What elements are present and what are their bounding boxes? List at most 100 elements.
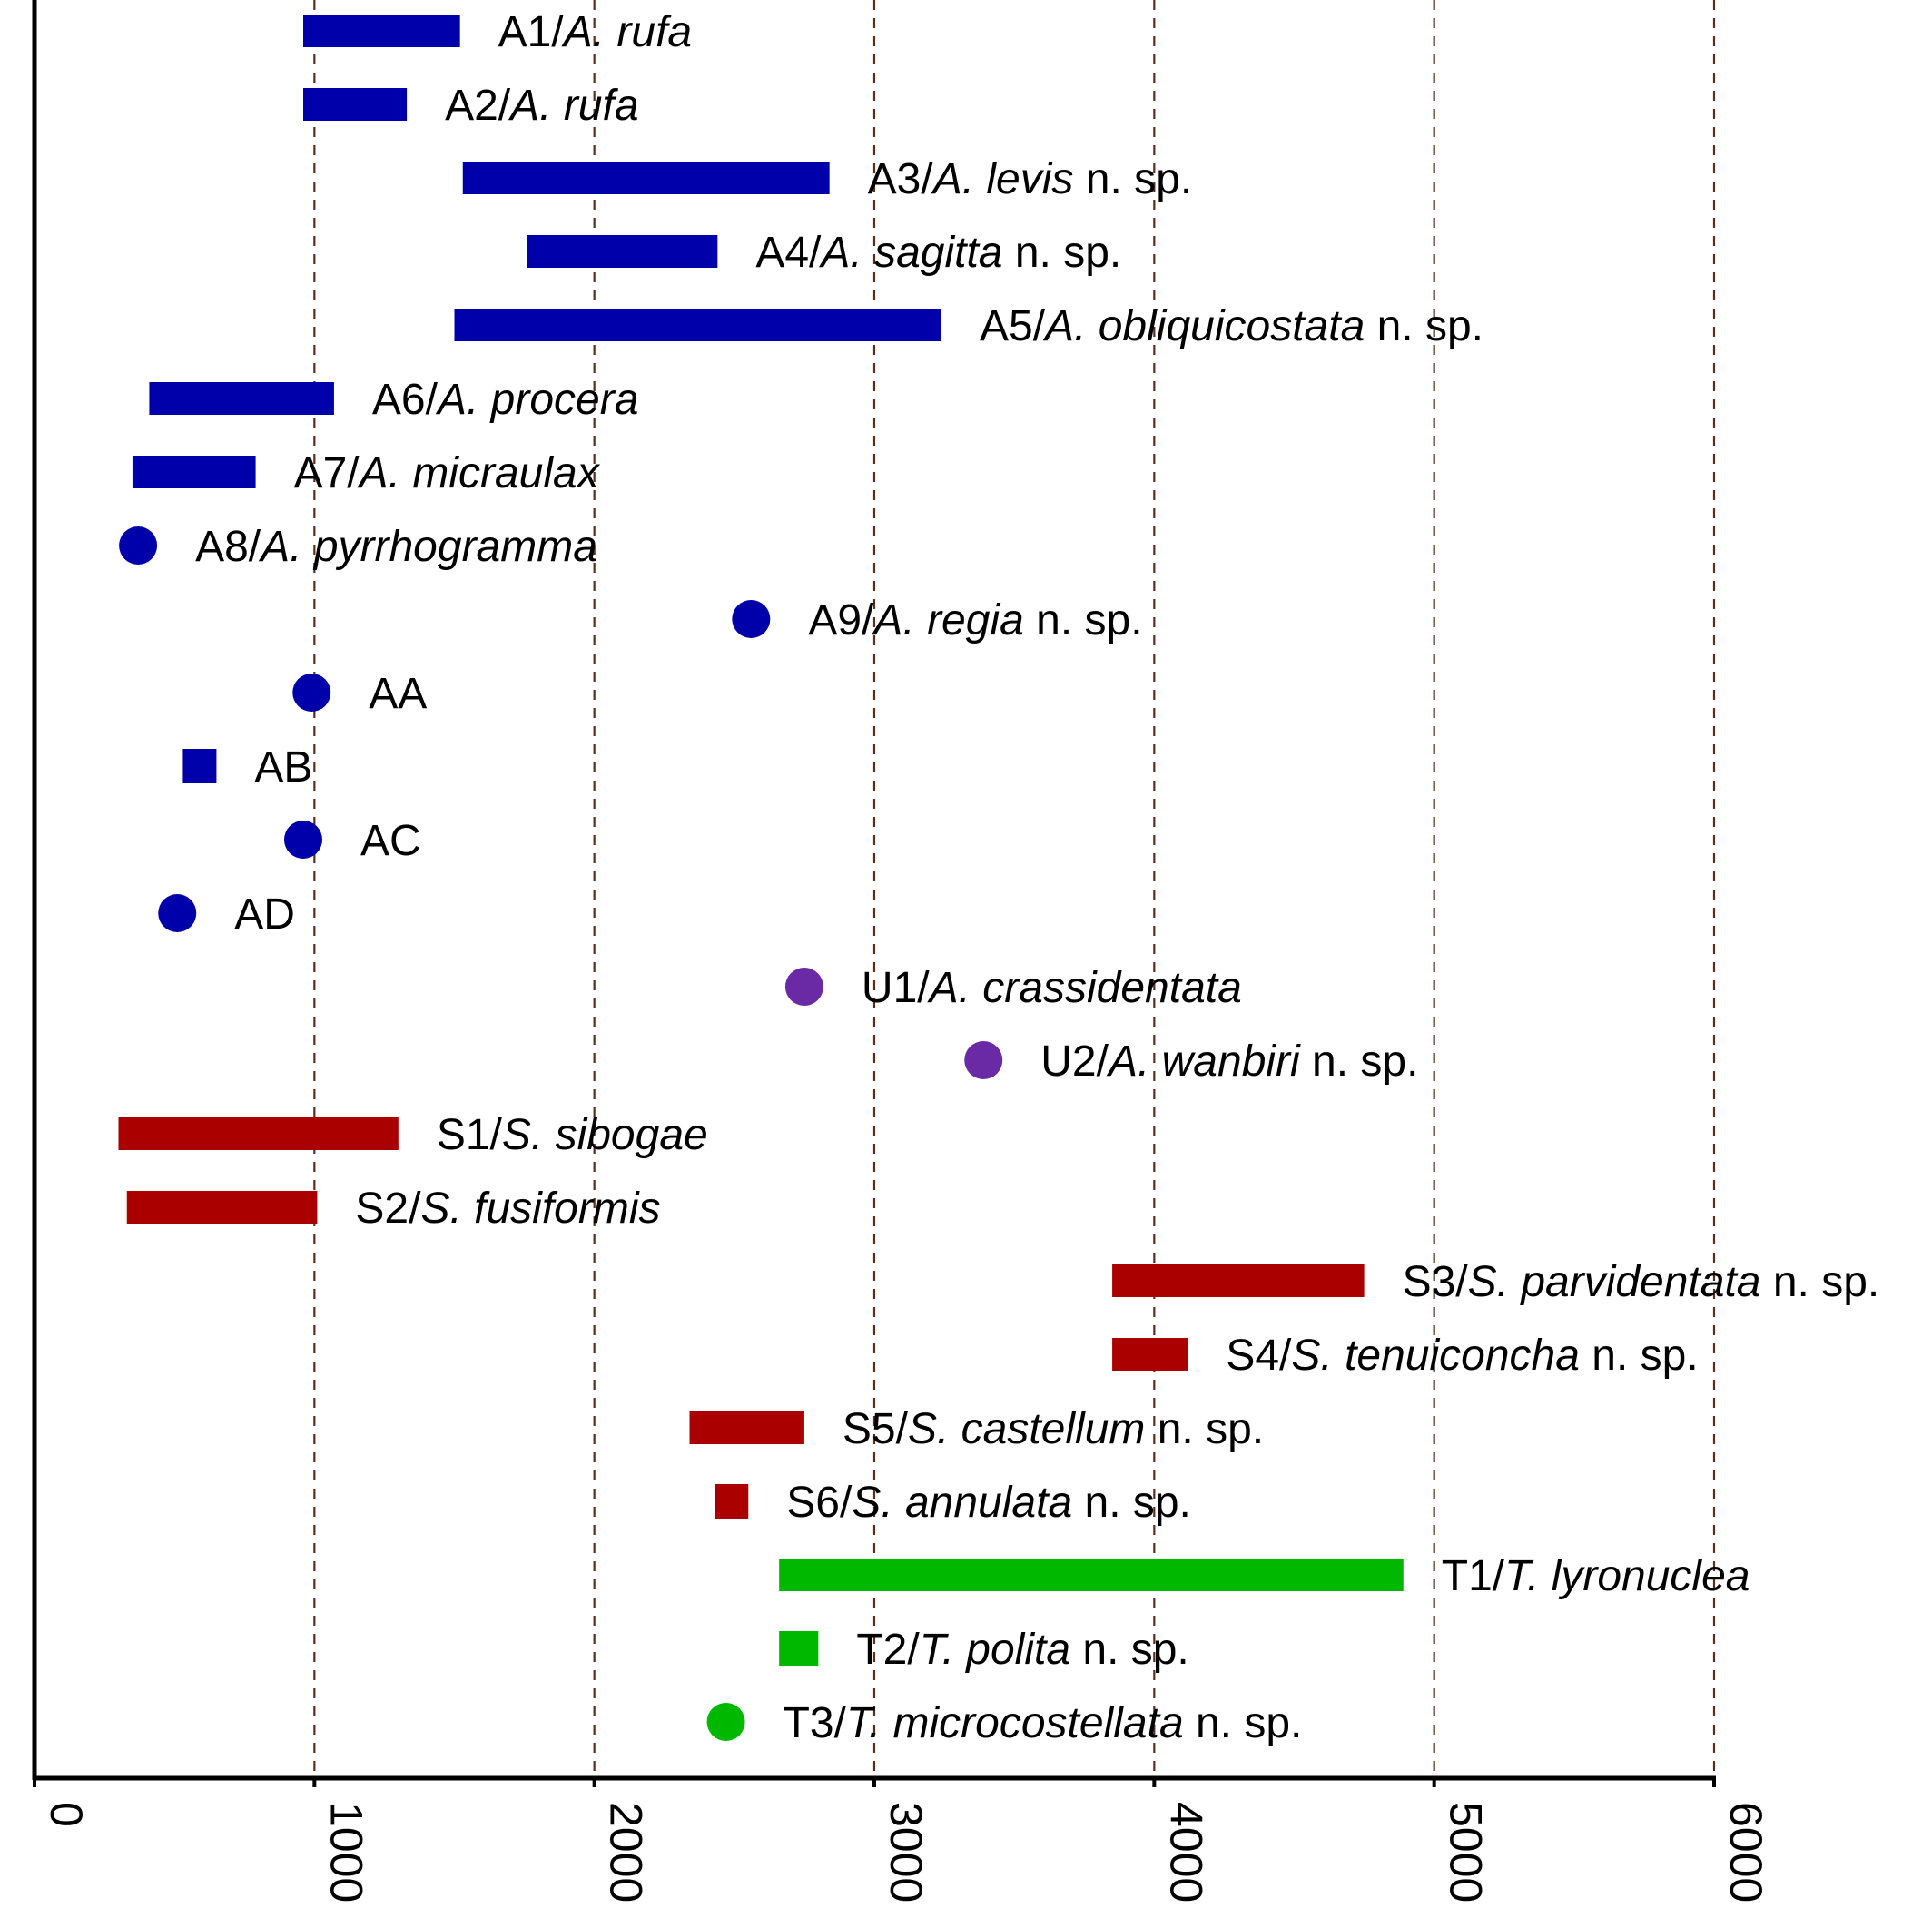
label-taxon: A. levis (931, 155, 1074, 203)
label-code: A9/ (808, 596, 874, 644)
range-bar-s3 (1112, 1264, 1365, 1297)
label-a9: A9/A. regia n. sp. (808, 596, 1142, 644)
label-code: A8/ (195, 523, 261, 571)
label-suffix: n. sp. (1580, 1332, 1699, 1380)
label-suffix: n. sp. (1070, 1626, 1189, 1674)
range-bar-a6 (149, 382, 334, 415)
label-suffix: n. sp. (1184, 1699, 1303, 1747)
label-a5: A5/A. obliquicostata n. sp. (980, 302, 1484, 350)
range-bar-ab (182, 749, 217, 783)
x-tick-label-2000: 2000 (601, 1802, 652, 1903)
label-taxon: A. sagitta (818, 229, 1002, 277)
point-a9 (732, 600, 771, 638)
label-taxon: A. micraulax (357, 449, 601, 497)
label-code: T1/ (1442, 1552, 1505, 1600)
range-bar-a4 (527, 235, 718, 268)
label-code: A5/ (980, 302, 1046, 350)
label-u2: U2/A. wanbiri n. sp. (1040, 1038, 1418, 1086)
label-t1: T1/T. lyronuclea (1442, 1552, 1750, 1600)
label-suffix: n. sp. (1365, 302, 1484, 350)
label-code: A2/ (445, 82, 511, 130)
x-axis-ticks: 0 1000 2000 3000 4000 5000 6000 (33, 1778, 1771, 1903)
point-t3 (706, 1703, 745, 1741)
label-s6: S6/S. annulata n. sp. (786, 1479, 1191, 1527)
range-bar-s1 (118, 1117, 399, 1150)
x-tick-label-1000: 1000 (320, 1802, 371, 1903)
label-a4: A4/A. sagitta n. sp. (755, 229, 1121, 277)
label-ab: AB (254, 743, 312, 792)
x-tick-label-5000: 5000 (1441, 1802, 1492, 1903)
label-taxon: A. regia (871, 596, 1023, 644)
label-taxon: T. polita (920, 1626, 1070, 1674)
grid-lines (313, 0, 1716, 1778)
label-taxon: A. obliquicostata (1042, 302, 1365, 350)
label-suffix: n. sp. (1145, 1405, 1264, 1453)
label-s3: S3/S. parvidentata n. sp. (1403, 1258, 1880, 1306)
label-code: S6/ (786, 1479, 853, 1527)
label-suffix: n. sp. (1300, 1038, 1419, 1086)
label-taxon: S. sibogae (502, 1111, 708, 1159)
range-bar-a5 (454, 309, 941, 341)
label-code: AB (254, 743, 312, 792)
label-taxon: A. pyrrhogramma (258, 523, 597, 571)
range-bar-a2 (303, 88, 408, 121)
range-bar-a1 (303, 15, 460, 47)
point-u2 (964, 1041, 1003, 1079)
label-taxon: A. crassidentata (927, 964, 1242, 1012)
point-ad (158, 894, 197, 932)
label-suffix: n. sp. (1072, 1479, 1191, 1527)
label-taxon: S. fusiformis (420, 1185, 660, 1233)
label-code: S3/ (1403, 1258, 1469, 1306)
label-aa: AA (369, 670, 427, 718)
label-code: U1/ (862, 964, 930, 1012)
range-bar-t1 (779, 1559, 1404, 1591)
label-code: U2/ (1040, 1038, 1109, 1086)
point-a8 (119, 526, 158, 565)
label-u1: U1/A. crassidentata (862, 964, 1242, 1012)
label-taxon: S. annulata (852, 1479, 1072, 1527)
label-suffix: n. sp. (1073, 155, 1192, 203)
label-code: T2/ (856, 1626, 920, 1674)
label-code: S1/ (437, 1111, 503, 1159)
label-a3: A3/A. levis n. sp. (868, 155, 1193, 203)
range-bar-t2 (779, 1631, 819, 1666)
label-code: A3/ (868, 155, 934, 203)
x-tick-label-3000: 3000 (881, 1802, 932, 1903)
range-bar-s4 (1112, 1338, 1188, 1371)
data-marks (118, 15, 1404, 1741)
label-ad: AD (234, 890, 295, 939)
label-suffix: n. sp. (1002, 229, 1121, 277)
label-s1: S1/S. sibogae (437, 1111, 708, 1159)
label-taxon: A. wanbiri (1106, 1038, 1301, 1086)
label-taxon: T. microcostellata (846, 1699, 1184, 1747)
label-taxon: A. procera (435, 376, 638, 424)
label-code: AA (369, 670, 427, 718)
label-t2: T2/T. polita n. sp. (856, 1626, 1188, 1674)
x-tick-label-6000: 6000 (1720, 1802, 1771, 1903)
range-bar-a7 (132, 456, 256, 488)
label-t3: T3/T. microcostellata n. sp. (784, 1699, 1303, 1747)
label-a7: A7/A. micraulax (294, 449, 601, 497)
label-a1: A1/A. rufa (498, 8, 692, 56)
label-taxon: T. lyronuclea (1504, 1552, 1750, 1600)
x-tick-label-0: 0 (41, 1802, 92, 1827)
x-tick-label-4000: 4000 (1160, 1802, 1211, 1903)
label-a2: A2/A. rufa (445, 82, 638, 130)
point-u1 (784, 968, 823, 1006)
label-code: A7/ (294, 449, 360, 497)
label-a6: A6/A. procera (372, 376, 638, 424)
point-aa (292, 674, 331, 712)
range-bar-s2 (126, 1191, 318, 1224)
label-taxon: A. rufa (508, 82, 638, 130)
label-taxon: S. tenuiconcha (1291, 1332, 1580, 1380)
range-bar-a3 (462, 162, 830, 194)
point-ac (284, 821, 322, 859)
label-taxon: S. castellum (908, 1405, 1145, 1453)
label-code: A6/ (372, 376, 439, 424)
label-suffix: n. sp. (1024, 596, 1143, 644)
label-suffix: n. sp. (1761, 1258, 1880, 1306)
label-code: S5/ (843, 1405, 909, 1453)
label-s4: S4/S. tenuiconcha n. sp. (1226, 1332, 1698, 1380)
label-code: S2/ (355, 1185, 421, 1233)
